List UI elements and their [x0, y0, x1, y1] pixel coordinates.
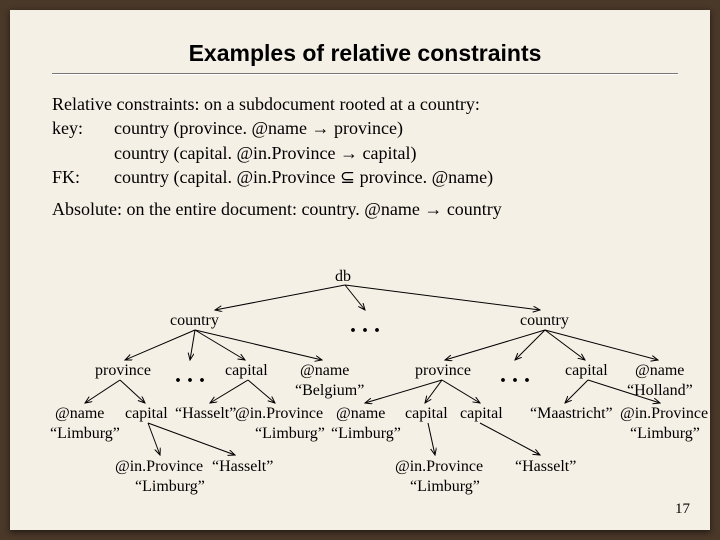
tree-node-limburg-3: “Limburg”	[331, 425, 401, 443]
slide-container: Examples of relative constraints Relativ…	[10, 10, 710, 530]
tree-edge	[148, 423, 160, 455]
absolute-line: Absolute: on the entire document: countr…	[52, 197, 678, 221]
tree-edge	[565, 380, 588, 403]
tree-node-atname-limM: @name	[336, 405, 385, 423]
tree-node-inprov-L: @in.Province	[235, 405, 323, 423]
tree-edge	[85, 380, 120, 403]
tree-edge	[210, 380, 248, 403]
tree-node-atname-limL: @name	[55, 405, 104, 423]
tree-edge	[515, 330, 545, 360]
tree-edge	[120, 380, 145, 403]
tree-edge	[215, 285, 345, 310]
tree-edge	[545, 330, 585, 360]
tree-edge	[545, 330, 658, 360]
tree-edge	[425, 380, 442, 403]
key-label: key:	[52, 116, 114, 140]
tree-edge	[195, 330, 245, 360]
tree-node-prov-r: province	[415, 362, 471, 380]
fk-label: FK:	[52, 165, 114, 189]
tree-node-cap-hasL: capital	[125, 405, 168, 423]
tree-node-prov-l: province	[95, 362, 151, 380]
tree-node-limburg-6: “Limburg”	[410, 478, 480, 496]
tree-node-belgium: “Belgium”	[295, 382, 364, 400]
fk-row: FK: country (capital. @in.Province ⊆ pro…	[52, 165, 678, 189]
tree-node-db: db	[335, 268, 351, 286]
tree-edge	[345, 285, 365, 310]
tree-node-atname-nl: @name	[635, 362, 684, 380]
tree-node-inprov-R: @in.Province	[620, 405, 708, 423]
tree-node-limburg-5: “Limburg”	[135, 478, 205, 496]
tree-node-hasselt-1: “Hasselt”	[175, 405, 236, 423]
tree-node-cap-r: capital	[565, 362, 608, 380]
tree-node-country-r: country	[520, 312, 569, 330]
slide-title: Examples of relative constraints	[52, 40, 678, 67]
tree-node-holland: “Holland”	[627, 382, 693, 400]
tree-edge	[345, 285, 540, 310]
tree-node-cap-r2: capital	[460, 405, 503, 423]
key-row-1: key: country (province. @name → province…	[52, 116, 678, 140]
tree-edge	[190, 330, 195, 360]
tree-node-limburg-4: “Limburg”	[630, 425, 700, 443]
intro-line: Relative constraints: on a subdocument r…	[52, 92, 678, 116]
tree-edge	[365, 380, 442, 403]
tree-node-dots-r: . . .	[500, 362, 530, 389]
page-number: 17	[675, 501, 690, 518]
key-expr-2: country (capital. @in.Province → capital…	[114, 141, 416, 165]
tree-node-inprov-BM: @in.Province	[395, 458, 483, 476]
key-expr-1: country (province. @name → province)	[114, 116, 403, 140]
tree-edge	[195, 330, 322, 360]
tree-edge	[148, 423, 235, 455]
tree-node-dots-l: . . .	[175, 362, 205, 389]
tree-diagram: db country . . . country province . . . capita…	[10, 250, 710, 530]
tree-node-hasselt-2: “Hasselt”	[212, 458, 273, 476]
content-area: Examples of relative constraints Relativ…	[10, 10, 710, 231]
tree-node-hasselt-3: “Hasselt”	[515, 458, 576, 476]
tree-node-country-l: country	[170, 312, 219, 330]
tree-node-limburg-1: “Limburg”	[50, 425, 120, 443]
tree-node-maast: “Maastricht”	[530, 405, 613, 423]
fk-expr: country (capital. @in.Province ⊆ provinc…	[114, 165, 493, 189]
tree-node-atname-be: @name	[300, 362, 349, 380]
tree-node-dots-top: . . .	[350, 312, 380, 339]
tree-node-inprov-BL: @in.Province	[115, 458, 203, 476]
key-row-2: country (capital. @in.Province → capital…	[52, 141, 678, 165]
tree-edge	[480, 423, 540, 455]
body-text: Relative constraints: on a subdocument r…	[52, 92, 678, 221]
tree-edge	[248, 380, 275, 403]
key-label-empty	[52, 141, 114, 165]
tree-edge	[428, 423, 435, 455]
tree-node-cap-l: capital	[225, 362, 268, 380]
title-divider	[52, 73, 678, 74]
tree-edge	[442, 380, 480, 403]
tree-node-limburg-2: “Limburg”	[255, 425, 325, 443]
tree-edge	[125, 330, 195, 360]
tree-node-cap-hasM: capital	[405, 405, 448, 423]
tree-edge	[445, 330, 545, 360]
